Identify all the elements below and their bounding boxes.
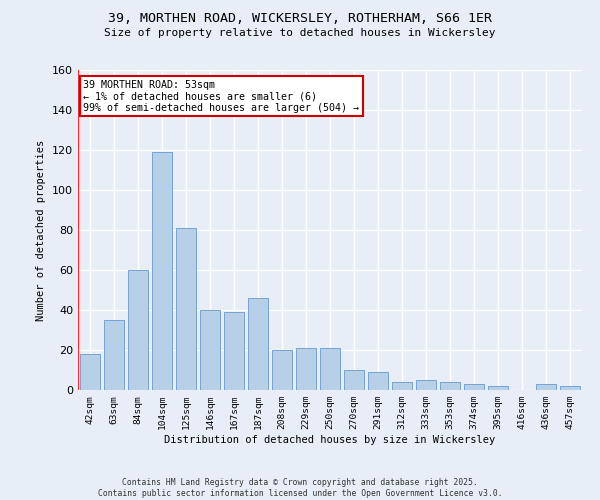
X-axis label: Distribution of detached houses by size in Wickersley: Distribution of detached houses by size … [164, 435, 496, 445]
Text: 39, MORTHEN ROAD, WICKERSLEY, ROTHERHAM, S66 1ER: 39, MORTHEN ROAD, WICKERSLEY, ROTHERHAM,… [108, 12, 492, 26]
Bar [152, 152, 172, 390]
Bar [200, 310, 220, 390]
Bar [536, 384, 556, 390]
Bar [296, 348, 316, 390]
Bar [80, 354, 100, 390]
Bar [368, 372, 388, 390]
Bar [104, 320, 124, 390]
Bar [560, 386, 580, 390]
Bar [272, 350, 292, 390]
Bar [128, 270, 148, 390]
Bar [488, 386, 508, 390]
Bar [440, 382, 460, 390]
Bar [224, 312, 244, 390]
Bar [248, 298, 268, 390]
Bar [392, 382, 412, 390]
Text: Contains HM Land Registry data © Crown copyright and database right 2025.
Contai: Contains HM Land Registry data © Crown c… [98, 478, 502, 498]
Bar [416, 380, 436, 390]
Bar [320, 348, 340, 390]
Text: Size of property relative to detached houses in Wickersley: Size of property relative to detached ho… [104, 28, 496, 38]
Bar [464, 384, 484, 390]
Bar [176, 228, 196, 390]
Text: 39 MORTHEN ROAD: 53sqm
← 1% of detached houses are smaller (6)
99% of semi-detac: 39 MORTHEN ROAD: 53sqm ← 1% of detached … [83, 80, 359, 113]
Y-axis label: Number of detached properties: Number of detached properties [37, 140, 46, 320]
Bar [344, 370, 364, 390]
